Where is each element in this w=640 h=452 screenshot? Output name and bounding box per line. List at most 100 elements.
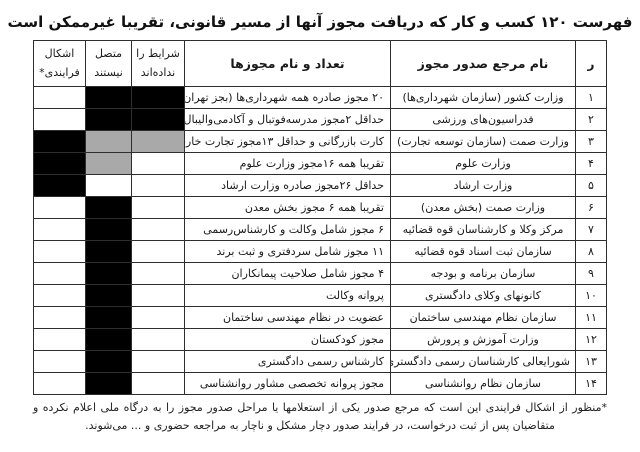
licenses-cell: ۴ مجوز شامل صلاحیت پیمانکاران: [184, 262, 391, 285]
header-row: ر نام مرجع صدور مجوز تعداد و نام مجوزها …: [33, 40, 607, 87]
table-row: ۱۳ شورایعالی کارشناسان رسمی دادگستری کارشن…: [33, 350, 607, 373]
authority-cell: وزارت صمت (سازمان توسعه تجارت): [390, 130, 576, 153]
connected-status-cell: [85, 174, 132, 197]
conditions-status-cell: [131, 174, 185, 197]
conditions-status-cell: [131, 328, 185, 351]
process-issue-status-cell: [33, 240, 86, 263]
conditions-status-cell: [131, 306, 185, 329]
table-row: ۷ مرکز وکلا و کارشناسان قوه قضائیه ۶ مجوز …: [33, 218, 607, 241]
authority-cell: وزارت صمت (بخش معدن): [390, 196, 576, 219]
row-number: ۲: [575, 108, 607, 131]
process-issue-status-cell: [33, 372, 86, 395]
table-row: ۴ وزارت علوم تقریبا همه ۱۶مجوز وزارت علوم: [33, 152, 607, 175]
row-number: ۵: [575, 174, 607, 197]
process-issue-status-cell: [33, 284, 86, 307]
table-row: ۱۱ سازمان نظام مهندسی ساختمان عضویت در نظا…: [33, 306, 607, 329]
header-process-issue-line2: فرایندی*: [39, 65, 80, 79]
connected-status-cell: [85, 350, 132, 373]
conditions-status-cell: [131, 284, 185, 307]
table-body: ۱ وزارت کشور (سازمان شهرداری‌ها) ۲۰ مجوز ص…: [33, 86, 607, 395]
row-number: ۴: [575, 152, 607, 175]
process-issue-status-cell: [33, 262, 86, 285]
header-conditions: شرایط را نداده‌اند: [131, 40, 185, 87]
conditions-status-cell: [131, 152, 185, 175]
connected-status-cell: [85, 306, 132, 329]
connected-status-cell: [85, 130, 132, 153]
process-issue-status-cell: [33, 328, 86, 351]
header-connected: متصل نیستند: [85, 40, 132, 87]
row-number: ۱۴: [575, 372, 607, 395]
licenses-cell: مجوز پروانه تخصصی مشاور روانشناسی: [184, 372, 391, 395]
process-issue-status-cell: [33, 86, 86, 109]
licenses-cell: مجوز کودکستان: [184, 328, 391, 351]
row-number: ۱۰: [575, 284, 607, 307]
table-header: ر نام مرجع صدور مجوز تعداد و نام مجوزها …: [33, 40, 607, 87]
row-number: ۱۳: [575, 350, 607, 373]
connected-status-cell: [85, 108, 132, 131]
licenses-cell: تقریبا همه ۱۶مجوز وزارت علوم: [184, 152, 391, 175]
connected-status-cell: [85, 262, 132, 285]
authority-cell: شورایعالی کارشناسان رسمی دادگستری: [390, 350, 576, 373]
authority-cell: وزارت آموزش و پرورش: [390, 328, 576, 351]
conditions-status-cell: [131, 130, 185, 153]
conditions-status-cell: [131, 218, 185, 241]
authority-cell: سازمان برنامه و بودجه: [390, 262, 576, 285]
header-process-issue-line1: اشکال: [44, 46, 75, 60]
row-number: ۹: [575, 262, 607, 285]
conditions-status-cell: [131, 196, 185, 219]
table-row: ۹ سازمان برنامه و بودجه ۴ مجوز شامل صلاحیت…: [33, 262, 607, 285]
header-process-issue: اشکال فرایندی*: [33, 40, 86, 87]
process-issue-status-cell: [33, 218, 86, 241]
connected-status-cell: [85, 372, 132, 395]
licenses-cell: کارشناس رسمی دادگستری: [184, 350, 391, 373]
licenses-cell: ۲۰ مجوز صادره همه شهرداری‌ها (بجز تهران): [184, 86, 391, 109]
header-conditions-line2: نداده‌اند: [140, 65, 176, 79]
authority-cell: کانونهای وکلای دادگستری: [390, 284, 576, 307]
process-issue-status-cell: [33, 152, 86, 175]
table-row: ۱۴ سازمان نظام روانشناسی مجوز پروانه تخصصی…: [33, 372, 607, 395]
conditions-status-cell: [131, 86, 185, 109]
connected-status-cell: [85, 218, 132, 241]
licenses-cell: پروانه وکالت: [184, 284, 391, 307]
licenses-cell: کارت بازرگانی و حداقل ۱۳مجوز تجارت خارجی: [184, 130, 391, 153]
header-connected-line2: نیستند: [94, 65, 123, 79]
conditions-status-cell: [131, 350, 185, 373]
licenses-cell: حداقل ۲مجوز مدرسه‌فوتبال و آکادمی‌والیبا…: [184, 108, 391, 131]
header-licenses: تعداد و نام مجوزها: [184, 40, 391, 87]
row-number: ۱۲: [575, 328, 607, 351]
licenses-cell: عضویت در نظام مهندسی ساختمان: [184, 306, 391, 329]
conditions-status-cell: [131, 372, 185, 395]
licenses-table: ر نام مرجع صدور مجوز تعداد و نام مجوزها …: [33, 40, 607, 395]
process-issue-status-cell: [33, 108, 86, 131]
licenses-cell: ۶ مجوز شامل وکالت و کارشناس‌رسمی: [184, 218, 391, 241]
process-issue-status-cell: [33, 196, 86, 219]
conditions-status-cell: [131, 108, 185, 131]
row-number: ۱: [575, 86, 607, 109]
row-number: ۶: [575, 196, 607, 219]
page-title: فهرست ۱۲۰ کسب و کار که دریافت مجوز آنها …: [7, 13, 633, 31]
process-issue-status-cell: [33, 350, 86, 373]
header-connected-line1: متصل: [94, 46, 123, 60]
row-number: ۳: [575, 130, 607, 153]
authority-cell: وزارت کشور (سازمان شهرداری‌ها): [390, 86, 576, 109]
licenses-cell: حداقل ۲۶مجوز صادره وزارت ارشاد: [184, 174, 391, 197]
process-issue-status-cell: [33, 174, 86, 197]
footnote: *منظور از اشکال فرایندی این است که مرجع …: [33, 401, 607, 433]
conditions-status-cell: [131, 240, 185, 263]
licenses-cell: ۱۱ مجوز شامل سردفتری و ثبت برند: [184, 240, 391, 263]
licenses-cell: تقریبا همه ۶ مجوز بخش معدن: [184, 196, 391, 219]
header-row-number: ر: [575, 40, 607, 87]
authority-cell: فدراسیون‌های ورزشی: [390, 108, 576, 131]
authority-cell: سازمان ثبت اسناد قوه قضائیه: [390, 240, 576, 263]
table-row: ۵ وزارت ارشاد حداقل ۲۶مجوز صادره وزارت ارش…: [33, 174, 607, 197]
header-conditions-line1: شرایط را: [136, 46, 180, 60]
process-issue-status-cell: [33, 306, 86, 329]
connected-status-cell: [85, 284, 132, 307]
table-row: ۱۰ کانونهای وکلای دادگستری پروانه وکالت: [33, 284, 607, 307]
connected-status-cell: [85, 196, 132, 219]
row-number: ۱۱: [575, 306, 607, 329]
row-number: ۷: [575, 218, 607, 241]
authority-cell: وزارت ارشاد: [390, 174, 576, 197]
authority-cell: وزارت علوم: [390, 152, 576, 175]
